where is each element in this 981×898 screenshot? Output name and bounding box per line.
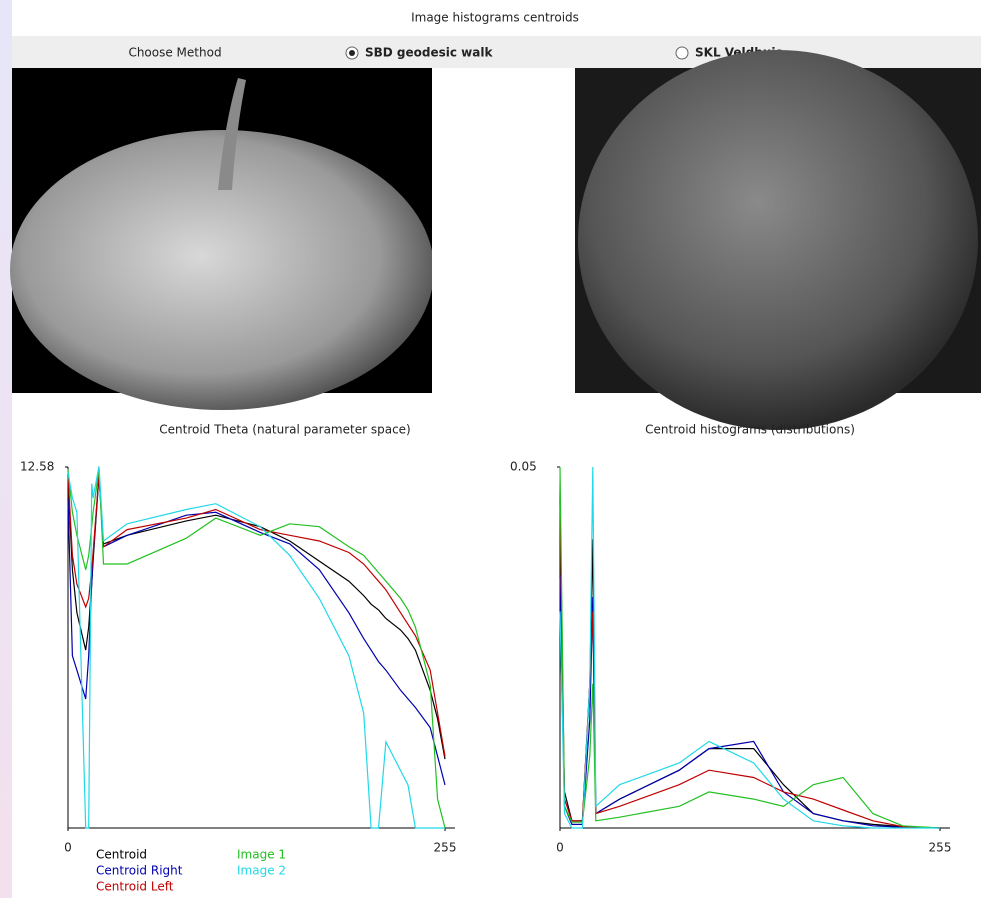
data-line bbox=[560, 575, 940, 828]
data-line bbox=[68, 469, 445, 828]
legend-entry: Centroid bbox=[96, 848, 147, 862]
legend-entry: Image 1 bbox=[237, 848, 286, 862]
data-line bbox=[68, 475, 445, 785]
window-edge bbox=[0, 0, 12, 898]
x-tick-label: 255 bbox=[929, 841, 952, 855]
app-window: Image histograms centroids Choose Method… bbox=[0, 0, 981, 898]
page: {"window": {"title": "Image histograms c… bbox=[0, 0, 981, 898]
radio-button[interactable] bbox=[676, 47, 688, 59]
chart-title: Centroid histograms (distributions) bbox=[645, 423, 855, 437]
x-tick-label: 0 bbox=[64, 841, 72, 855]
legend-entry: Centroid Left bbox=[96, 880, 174, 894]
image-gap bbox=[432, 68, 575, 393]
apple-right bbox=[578, 50, 978, 430]
x-tick-label: 255 bbox=[434, 841, 457, 855]
legend-entry: Centroid Right bbox=[96, 864, 183, 878]
radio-option[interactable]: SBD geodesic walk bbox=[346, 46, 493, 60]
x-tick-label: 0 bbox=[556, 841, 564, 855]
data-line bbox=[560, 503, 940, 828]
radio-label[interactable]: SBD geodesic walk bbox=[365, 46, 493, 60]
data-line bbox=[560, 467, 940, 828]
radio-dot bbox=[349, 50, 355, 56]
data-line bbox=[68, 475, 445, 756]
data-line bbox=[68, 466, 445, 828]
window-title: Image histograms centroids bbox=[411, 11, 579, 25]
y-tick-label: 0.05 bbox=[510, 460, 537, 474]
data-line bbox=[68, 475, 445, 759]
legend-entry: Image 2 bbox=[237, 864, 286, 878]
data-line bbox=[560, 467, 940, 828]
toolbar-label: Choose Method bbox=[128, 46, 221, 60]
chart-title: Centroid Theta (natural parameter space) bbox=[159, 423, 410, 437]
data-line bbox=[560, 539, 940, 828]
y-tick-label: 12.58 bbox=[20, 460, 54, 474]
